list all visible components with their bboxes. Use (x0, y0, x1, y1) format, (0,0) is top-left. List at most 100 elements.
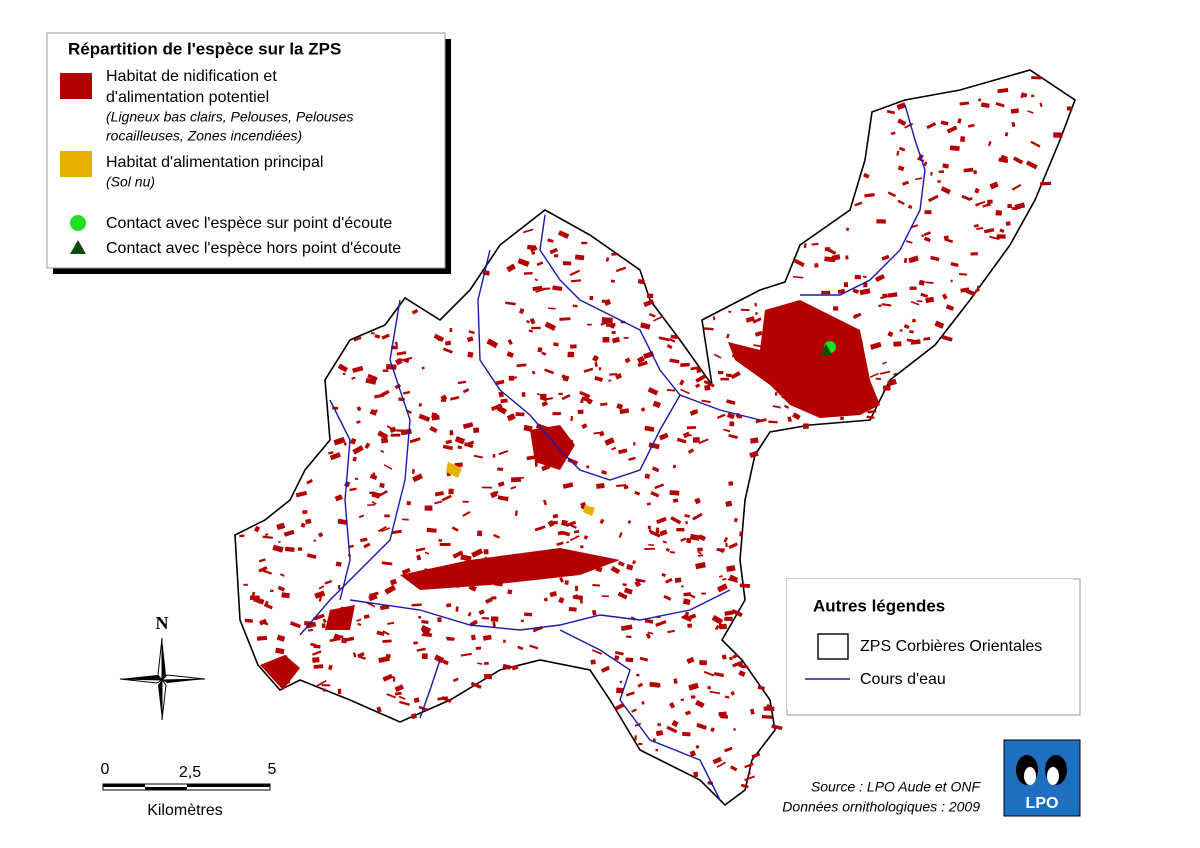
habitat-patch (313, 644, 321, 649)
habitat-patch (592, 355, 599, 362)
habitat-patch (529, 317, 536, 325)
habitat-patch (893, 341, 902, 347)
habitat-patch (634, 490, 641, 496)
habitat-patch (946, 125, 958, 134)
habitat-zone (325, 605, 355, 630)
habitat-patch (520, 619, 524, 622)
habitat-patch (625, 635, 632, 639)
habitat-patch (671, 719, 679, 728)
habitat-patch (567, 351, 575, 358)
habitat-patch (637, 682, 644, 688)
habitat-patch (960, 287, 970, 293)
habitat-patch (562, 261, 572, 266)
habitat-patch (276, 634, 286, 642)
habitat-patch (329, 452, 341, 461)
habitat-patch (559, 317, 571, 321)
source-text: Source : LPO Aude et ONF (811, 779, 982, 795)
habitat-patch (581, 423, 588, 429)
habitat-patch (934, 320, 945, 329)
habitat-patch (655, 620, 667, 627)
habitat-patch (625, 691, 635, 697)
legend-note: (Ligneux bas clairs, Pelouses, Pelouses (106, 109, 353, 125)
habitat-patch (352, 445, 364, 455)
habitat-patch (639, 656, 649, 662)
habitat-patch (634, 735, 637, 741)
habitat-patch (640, 407, 646, 412)
habitat-patch (893, 372, 897, 376)
habitat-patch (575, 585, 578, 592)
habitat-patch (646, 502, 651, 506)
habitat-patch (902, 180, 910, 186)
habitat-patch (699, 659, 708, 666)
habitat-patch (656, 516, 667, 525)
habitat-patch (696, 722, 707, 730)
habitat-patch (674, 577, 682, 584)
habitat-patch (507, 339, 513, 346)
habitat-patch (387, 621, 395, 625)
habitat-patch (647, 525, 651, 530)
habitat-patch (910, 339, 921, 345)
habitat-patch (477, 662, 483, 665)
habitat-patch (371, 500, 377, 505)
habitat-patch (651, 466, 660, 473)
habitat-patch (657, 723, 662, 727)
legend-note: (Sol nu) (106, 174, 155, 190)
habitat-patch (570, 279, 582, 283)
habitat-patch (729, 656, 733, 661)
habitat-patch (744, 775, 755, 782)
habitat-patch (587, 398, 593, 405)
habitat-patch (940, 186, 951, 195)
habitat-patch (283, 529, 295, 537)
habitat-patch (695, 374, 707, 383)
habitat-patch (987, 141, 992, 147)
scale-label: 5 (268, 761, 277, 778)
habitat-patch (1011, 206, 1018, 211)
habitat-patch (644, 473, 651, 480)
habitat-patch (833, 306, 839, 311)
habitat-patch (352, 456, 357, 462)
habitat-patch (714, 624, 720, 631)
habitat-patch (843, 282, 849, 288)
habitat-patch (280, 573, 285, 577)
habitat-patch (380, 437, 389, 444)
habitat-patch (415, 547, 426, 552)
habitat-patch (413, 697, 420, 703)
habitat-patch (305, 621, 317, 629)
habitat-patch (513, 376, 518, 379)
habitat-patch (881, 254, 890, 261)
habitat-patch (763, 706, 775, 712)
habitat-patch (918, 279, 925, 286)
habitat-patch (256, 635, 268, 641)
habitat-patch (680, 585, 684, 588)
habitat-patch (839, 416, 845, 421)
habitat-patch (506, 351, 515, 358)
habitat-patch (610, 279, 615, 283)
habitat-patch (712, 756, 723, 765)
habitat-patch (905, 240, 913, 244)
habitat-patch (376, 630, 385, 637)
habitat-patch (568, 606, 577, 612)
habitat-patch (357, 622, 362, 627)
habitat-patch (697, 547, 703, 552)
habitat-patch (596, 482, 605, 489)
habitat-patch (601, 470, 608, 475)
habitat-patch (500, 398, 508, 404)
habitat-patch (333, 436, 346, 446)
habitat-patch (324, 579, 333, 585)
habitat-patch (552, 287, 556, 290)
habitat-patch (424, 551, 430, 555)
habitat-patch (429, 425, 438, 434)
habitat-patch (753, 344, 763, 348)
habitat-patch (644, 618, 654, 624)
legend-label: d'alimentation potentiel (106, 89, 269, 106)
habitat-patch (483, 549, 489, 555)
habitat-patch (542, 499, 548, 506)
habitat-patch (341, 637, 348, 644)
habitat-patch (467, 351, 474, 358)
habitat-patch (914, 177, 923, 181)
habitat-patch (565, 520, 577, 527)
habitat-patch (553, 254, 559, 258)
habitat-patch (661, 572, 667, 578)
habitat-patch (322, 623, 326, 628)
